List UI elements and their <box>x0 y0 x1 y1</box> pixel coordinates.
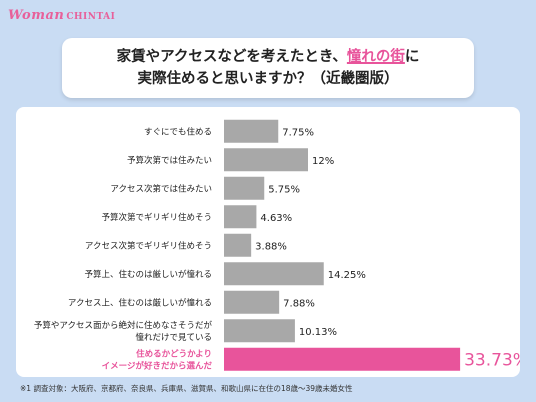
value-label-3: 4.63% <box>260 213 292 224</box>
category-label-8: 住めるかどうかよりイメージが好きだから選んだ <box>102 348 213 371</box>
value-label-4: 3.88% <box>255 241 287 252</box>
category-label-6: アクセス上、住むのは厳しいが憧れる <box>68 297 212 308</box>
value-label-1: 12% <box>312 156 334 167</box>
value-label-7: 10.13% <box>299 327 337 338</box>
category-label-0: すぐにでも住める <box>144 126 212 137</box>
chart-panel: すぐにでも住める 7.75% 予算次第では住みたい 12% アクセス次第では住みたい 5.… <box>16 107 520 377</box>
value-label-5: 14.25% <box>328 270 366 281</box>
title-line-2: 実際住めると思いますか？（近畿圏版） <box>137 71 399 87</box>
logo-word-woman: Woman <box>8 8 65 23</box>
footnote: ※1 調査対象：大阪府、京都府、奈良県、兵庫県、滋賀県、和歌山県に在住の18歳～… <box>20 384 353 393</box>
category-label-4: アクセス次第でギリギリ住めそう <box>85 240 212 251</box>
bar-1 <box>224 148 308 172</box>
bar-5 <box>224 262 324 286</box>
category-label-3: 予算次第でギリギリ住めそう <box>101 212 212 223</box>
title-highlight: 憧れの街 <box>346 49 405 65</box>
bar-chart: すぐにでも住める 7.75% 予算次第では住みたい 12% アクセス次第では住みたい 5.… <box>34 119 520 371</box>
bar-8 <box>224 347 461 371</box>
value-label-0: 7.75% <box>282 127 314 138</box>
bar-7 <box>224 319 295 343</box>
title-line-1: 家賃やアクセスなどを考えたとき、憧れの街に <box>62 46 474 68</box>
value-label-6: 7.88% <box>283 298 315 309</box>
bar-2 <box>224 176 265 200</box>
category-label-1: 予算次第では住みたい <box>127 155 212 166</box>
title-part-1: 家賃やアクセスなどを考えたとき、 <box>116 49 347 65</box>
category-label-2: アクセス次第では住みたい <box>110 183 212 194</box>
chart-title: 家賃やアクセスなどを考えたとき、憧れの街に 実際住めると思いますか？（近畿圏版） <box>62 38 474 98</box>
title-part-2: に <box>404 49 420 65</box>
brand-logo: Woman CHINTAI <box>8 8 115 23</box>
bar-4 <box>224 233 252 257</box>
bar-0 <box>224 119 279 143</box>
value-label-8: 33.73% <box>464 350 520 370</box>
bar-3 <box>224 205 257 229</box>
value-label-2: 5.75% <box>268 184 300 195</box>
bar-6 <box>224 290 280 314</box>
category-label-7: 予算やアクセス面から絶対に住めなさそうだが憧れだけで見ている <box>34 320 213 343</box>
category-label-5: 予算上、住むのは厳しいが憧れる <box>84 269 212 280</box>
logo-word-chintai: CHINTAI <box>66 12 116 22</box>
